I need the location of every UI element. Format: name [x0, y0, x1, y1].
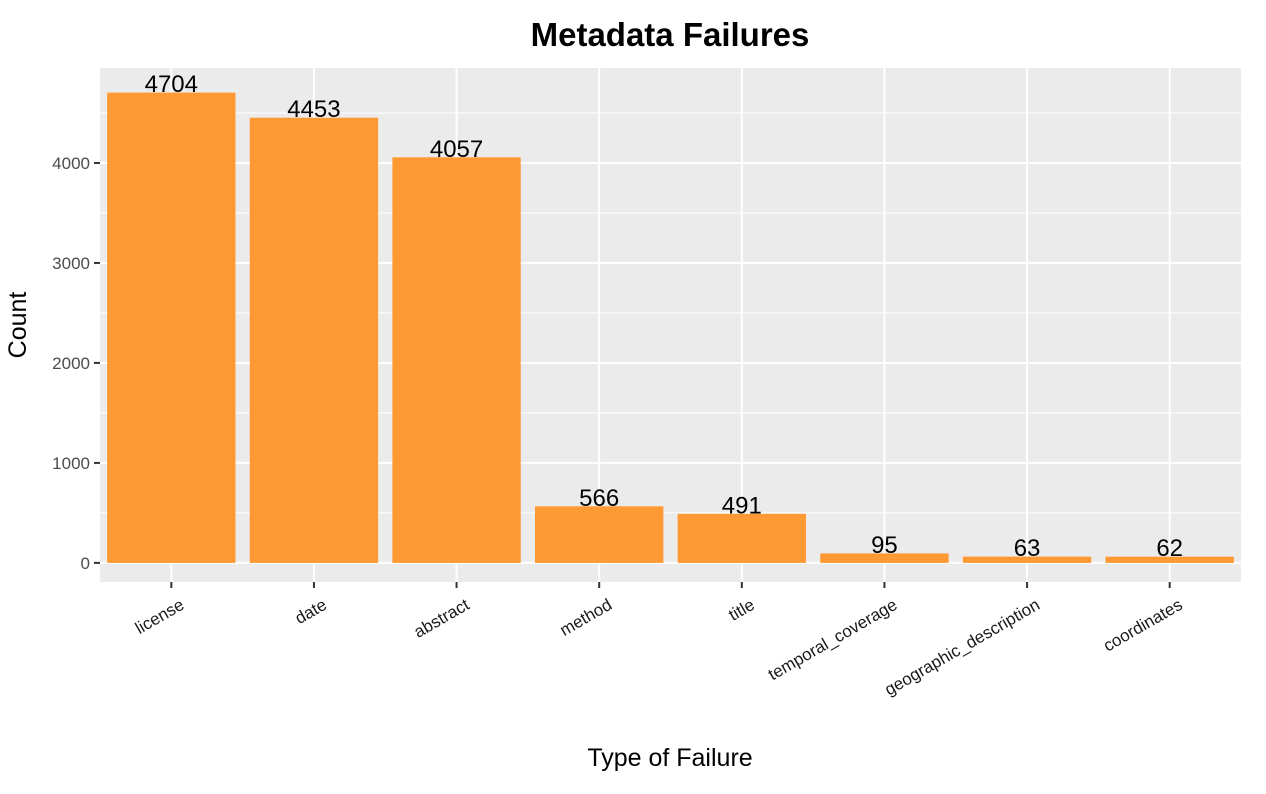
x-tick-label: title	[725, 595, 757, 625]
x-tick-label: license	[132, 595, 187, 638]
x-tick-label: coordinates	[1100, 595, 1186, 655]
data-label: 95	[871, 532, 898, 559]
y-tick-label: 4000	[52, 154, 90, 173]
x-tick-label: abstract	[411, 595, 473, 642]
data-label: 63	[1014, 535, 1041, 562]
data-label: 4057	[430, 136, 483, 163]
bar-abstract	[392, 157, 521, 563]
bar-geographic_description	[962, 556, 1092, 563]
y-tick-label: 0	[81, 554, 90, 573]
x-tick-label: temporal_coverage	[765, 595, 901, 684]
x-tick-label: geographic_description	[881, 595, 1043, 699]
chart-title: Metadata Failures	[531, 16, 810, 53]
y-axis: 0 1000 2000 3000 4000	[52, 154, 100, 573]
data-label: 566	[579, 485, 619, 512]
data-label: 4453	[287, 96, 340, 123]
x-tick-label: method	[557, 595, 616, 640]
x-tick-label: date	[292, 595, 330, 628]
bar-temporal_coverage	[820, 553, 949, 563]
y-tick-label: 3000	[52, 254, 90, 273]
bars	[107, 92, 1234, 563]
data-labels: 4704 4453 4057 566 491 95 63 62	[145, 71, 1183, 562]
bar-license	[107, 92, 236, 563]
data-label: 4704	[145, 71, 198, 98]
x-axis-title: Type of Failure	[587, 744, 752, 772]
bar-coordinates	[1105, 556, 1234, 563]
x-axis: license date abstract method title temporal_c…	[132, 582, 1186, 699]
data-label: 62	[1156, 535, 1183, 562]
y-axis-title: Count	[4, 292, 32, 359]
y-tick-label: 2000	[52, 354, 90, 373]
data-label: 491	[722, 492, 762, 519]
bar-date	[249, 117, 379, 563]
y-tick-label: 1000	[52, 454, 90, 473]
bar-method	[535, 506, 664, 563]
bar-title	[677, 513, 806, 563]
